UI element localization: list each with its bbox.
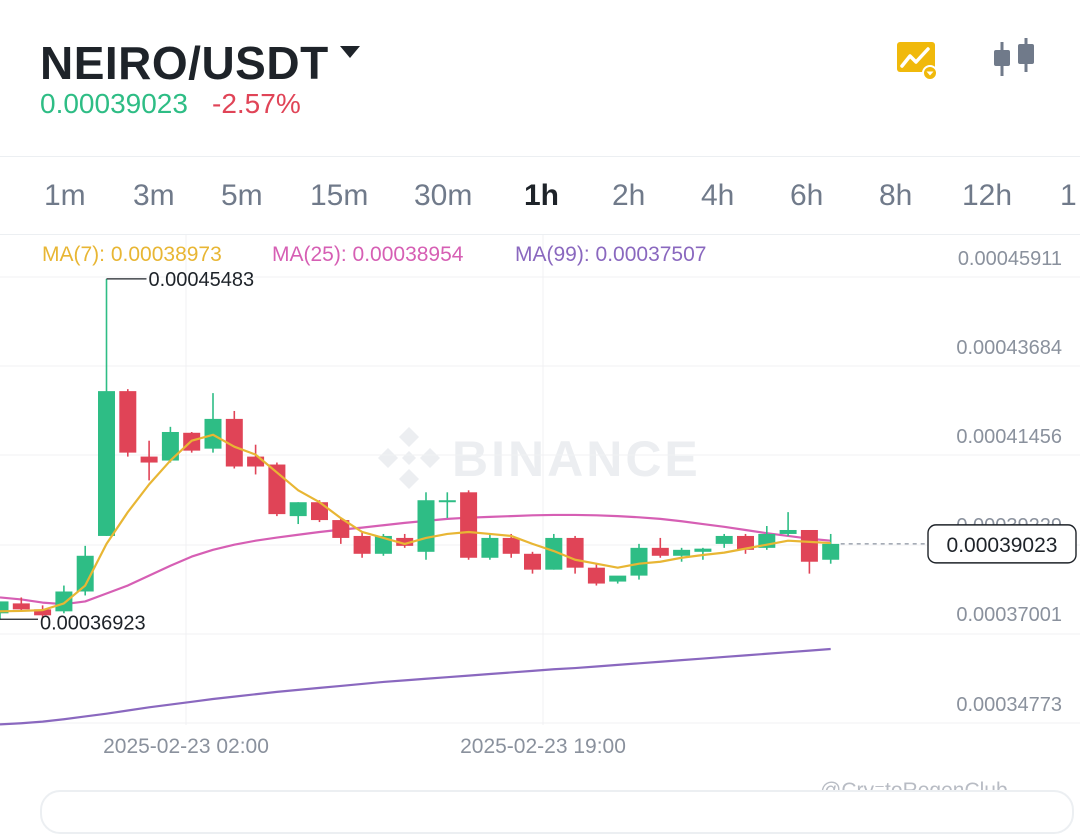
- current-price-label: 0.00039023: [947, 534, 1058, 557]
- candle-body: [609, 575, 627, 582]
- candle-body: [12, 603, 30, 610]
- candle-body: [587, 567, 605, 584]
- axis-labels: 0.000459110.000436840.000414560.00039229…: [0, 248, 1077, 758]
- candle-body: [0, 601, 9, 614]
- candle-body: [247, 456, 265, 467]
- candle-body: [438, 500, 456, 503]
- candle-body: [161, 431, 179, 461]
- low-price-label: 0.00036923: [40, 612, 146, 634]
- candle-body: [311, 502, 328, 521]
- candle-body: [545, 537, 563, 570]
- candle-body: [673, 549, 691, 556]
- candle-body: [694, 548, 712, 552]
- ma25-line: [0, 513, 831, 606]
- binance-watermark: BINANCE: [452, 431, 701, 487]
- tab-15m[interactable]: 15m: [310, 179, 369, 212]
- ma25-series: [0, 513, 831, 606]
- tab-5m[interactable]: 5m: [221, 179, 263, 212]
- candle-body: [524, 553, 541, 570]
- candle-body: [225, 418, 243, 467]
- ma99-series: [0, 647, 831, 726]
- candle-body: [353, 535, 371, 554]
- candle-body: [396, 537, 414, 546]
- y-axis-tick-label: 0.00037001: [956, 604, 1062, 626]
- y-axis-tick-label: 0.00045911: [958, 248, 1062, 270]
- tabs-divider: [0, 234, 1080, 235]
- ma7-line: [0, 433, 831, 613]
- candlestick-chart[interactable]: 0.000459110.000436840.000414560.00039229…: [0, 235, 1080, 760]
- tab-8h[interactable]: 8h: [879, 179, 913, 212]
- candle-body: [55, 591, 73, 612]
- candle-body: [417, 500, 435, 552]
- ma99-line: [0, 647, 831, 726]
- tab-12h[interactable]: 12h: [962, 179, 1013, 212]
- candle-body: [481, 537, 499, 558]
- tab-4h[interactable]: 4h: [701, 179, 735, 212]
- candle-body: [502, 537, 520, 554]
- x-axis-tick-label: 2025-02-23 19:00: [460, 735, 626, 758]
- candle-body: [737, 535, 754, 550]
- tab-1h[interactable]: 1h: [524, 179, 560, 212]
- pair-dropdown-icon[interactable]: [340, 46, 360, 58]
- bottom-input-bar[interactable]: [40, 790, 1074, 834]
- candlestick-icon[interactable]: [990, 36, 1040, 80]
- candle-body: [460, 492, 478, 558]
- ma99-legend: MA(99): 0.00037507: [515, 243, 707, 266]
- header-divider: [0, 156, 1080, 157]
- y-axis-tick-label: 0.00043684: [956, 337, 1062, 359]
- candle-body: [289, 502, 307, 517]
- chart-grid: [0, 235, 1080, 725]
- high-price-label: 0.00045483: [149, 269, 255, 291]
- price-change-percent: -2.57%: [212, 88, 301, 119]
- candle-body: [119, 391, 137, 453]
- y-axis-tick-label: 0.00041456: [956, 426, 1062, 448]
- tab-1m[interactable]: 1m: [44, 179, 86, 212]
- candle-body: [800, 529, 818, 562]
- candles: [0, 278, 840, 620]
- candle-body: [779, 529, 797, 534]
- candle-body: [76, 555, 94, 592]
- ma25-legend: MA(25): 0.00038954: [272, 243, 464, 266]
- candle-body: [140, 456, 158, 463]
- chart-indicator-icon[interactable]: [895, 40, 941, 82]
- ma7-legend: MA(7): 0.00038973: [42, 243, 222, 266]
- tab-6h[interactable]: 6h: [790, 179, 824, 212]
- candle-body: [374, 535, 392, 554]
- header: NEIRO/USDT 0.00039023 -2.57%: [0, 0, 1080, 156]
- current-price-box: [927, 524, 1077, 564]
- candle-body: [566, 537, 584, 568]
- tab-3m[interactable]: 3m: [133, 179, 175, 212]
- tab-2h[interactable]: 2h: [612, 179, 646, 212]
- interval-tabs: 1m 3m 5m 15m 30m 1h 2h 4h 6h 8h 12h 1: [0, 157, 1080, 235]
- candle-body: [332, 520, 350, 538]
- candle-body: [651, 547, 669, 556]
- x-axis-tick-label: 2025-02-23 02:00: [103, 735, 269, 758]
- tab-30m[interactable]: 30m: [414, 179, 473, 212]
- binance-logo-icon: [378, 427, 440, 489]
- ma7-series: [0, 433, 831, 613]
- y-axis-tick-label: 0.00034773: [956, 694, 1062, 716]
- pair-title[interactable]: NEIRO/USDT: [40, 37, 329, 89]
- candle-body: [630, 547, 648, 576]
- candle-body: [715, 535, 733, 544]
- candle-body: [34, 609, 52, 616]
- tab-1d-partial[interactable]: 1: [1060, 179, 1077, 212]
- candle-body: [98, 391, 115, 536]
- candle-body: [822, 543, 840, 560]
- last-price: 0.00039023: [40, 88, 188, 119]
